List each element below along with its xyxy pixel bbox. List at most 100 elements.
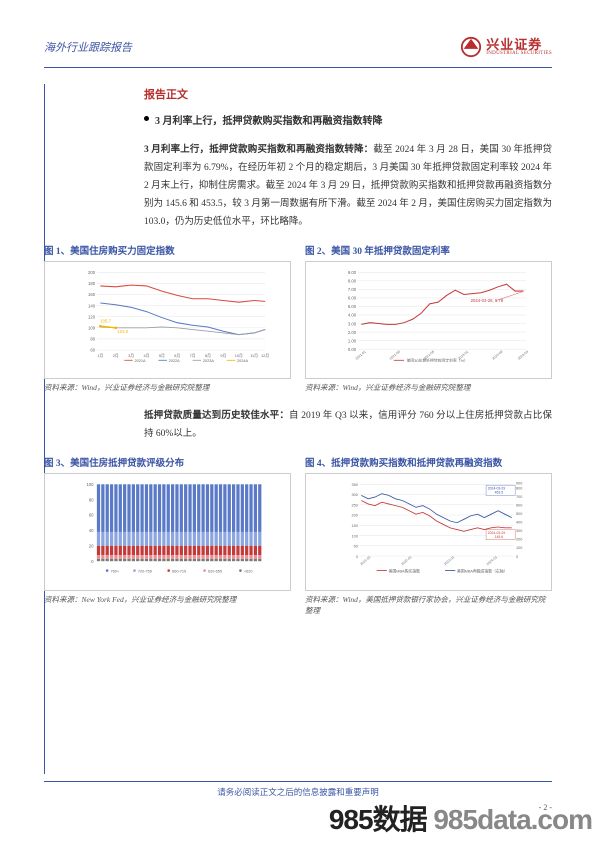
svg-text:250: 250 — [351, 504, 357, 508]
svg-text:200: 200 — [88, 270, 96, 275]
chart1-source: 资料来源：Wind，兴业证券经济与金融研究院整理 — [44, 382, 291, 393]
svg-text:2021-09: 2021-09 — [389, 350, 401, 361]
svg-text:2023A: 2023A — [203, 359, 215, 362]
svg-text:3.00: 3.00 — [348, 321, 357, 326]
svg-text:11月: 11月 — [250, 353, 258, 358]
svg-text:2023-01: 2023-01 — [443, 555, 455, 566]
svg-text:美国30年期抵押贷款固定利率（%）: 美国30年期抵押贷款固定利率（%） — [407, 358, 468, 362]
svg-text:40: 40 — [89, 528, 94, 533]
svg-text:900: 900 — [516, 482, 522, 486]
svg-text:4.00: 4.00 — [348, 313, 357, 318]
section-title: 报告正文 — [144, 86, 552, 102]
chart1-title: 图 1、美国住房购买力固定指数 — [44, 243, 291, 257]
svg-text:2022-01: 2022-01 — [400, 555, 412, 566]
svg-text:3月: 3月 — [128, 353, 134, 358]
svg-text:8月: 8月 — [205, 353, 211, 358]
svg-text:200: 200 — [516, 538, 522, 542]
svg-text:10月: 10月 — [235, 353, 243, 358]
chart2-title: 图 2、美国 30 年抵押贷款固定利率 — [305, 243, 552, 257]
svg-text:720-759: 720-759 — [138, 570, 152, 574]
bullet-text-1: 3 月利率上行，抵押贷款购买指数和再融资指数转降 — [155, 112, 383, 127]
svg-text:0: 0 — [91, 559, 94, 564]
chart-4: 图 4、抵押贷款购买指数和抵押贷款再融资指数 05010015020025030… — [305, 455, 552, 616]
chart4-title: 图 4、抵押贷款购买指数和抵押贷款再融资指数 — [305, 455, 552, 469]
svg-text:120: 120 — [88, 315, 96, 320]
svg-text:6.00: 6.00 — [348, 296, 357, 301]
svg-text:0: 0 — [356, 555, 358, 559]
para1-bold: 3 月利率上行，抵押贷款购买指数和再融资指数转降： — [144, 145, 373, 155]
footer-text: 请务必阅读正文之后的信息披露和重要声明 — [217, 787, 379, 797]
svg-text:0: 0 — [516, 555, 518, 559]
svg-text:2月: 2月 — [113, 353, 119, 358]
svg-text:2021-01: 2021-01 — [355, 350, 367, 361]
svg-text:8.00: 8.00 — [348, 279, 357, 284]
chart4-svg: 050100150200250300350 010020030040050060… — [326, 480, 547, 574]
chart-1: 图 1、美国住房购买力固定指数 6080100120140160180200 1… — [44, 243, 291, 393]
svg-text:200: 200 — [351, 514, 357, 518]
bullet-item-1: 3 月利率上行，抵押贷款购买指数和再融资指数转降 — [144, 112, 552, 127]
svg-text:2024-03-28, 6.79: 2024-03-28, 6.79 — [471, 298, 504, 303]
svg-text:12月: 12月 — [261, 353, 269, 358]
header-title: 海外行业跟踪报告 — [44, 39, 132, 55]
svg-text:2024-03-29: 2024-03-29 — [488, 487, 506, 491]
svg-text:760+: 760+ — [111, 570, 120, 574]
chart2-area: 0.001.002.003.004.005.006.007.008.009.00… — [305, 261, 552, 379]
para2-bold: 抵押贷款质量达到历史较佳水平： — [144, 411, 289, 421]
chart1-area: 6080100120140160180200 105.7 103.0 1月2月3… — [44, 261, 291, 379]
logo-cn-text: 兴业证券 — [486, 38, 552, 51]
chart-3: 图 3、美国住房抵押贷款评级分布 020406080100 760+ 720-7… — [44, 455, 291, 616]
chart4-area: 050100150200250300350 010020030040050060… — [305, 473, 552, 591]
svg-text:9.00: 9.00 — [348, 270, 357, 275]
chart-row-1: 图 1、美国住房购买力固定指数 6080100120140160180200 1… — [44, 243, 552, 393]
svg-text:20: 20 — [89, 544, 94, 549]
svg-text:6月: 6月 — [174, 353, 180, 358]
svg-text:1.00: 1.00 — [348, 339, 357, 344]
svg-text:100: 100 — [86, 482, 94, 487]
svg-text:2022A: 2022A — [169, 359, 181, 362]
svg-text:400: 400 — [516, 521, 522, 525]
watermark-a: 985数据 — [329, 804, 434, 835]
svg-text:2021-01: 2021-01 — [359, 555, 371, 566]
svg-text:350: 350 — [351, 483, 357, 487]
page-footer: 请务必阅读正文之后的信息披露和重要声明 - 2 - — [44, 781, 552, 798]
svg-text:80: 80 — [89, 498, 94, 503]
svg-text:453.5: 453.5 — [495, 491, 504, 495]
svg-text:0.00: 0.00 — [348, 347, 357, 352]
svg-text:620-659: 620-659 — [208, 570, 222, 574]
svg-text:160: 160 — [88, 292, 96, 297]
svg-text:1月: 1月 — [97, 353, 103, 358]
svg-text:500: 500 — [516, 512, 522, 516]
left-vertical-rule — [44, 84, 45, 774]
svg-text:180: 180 — [88, 281, 96, 286]
logo-icon — [460, 36, 482, 58]
watermark: 985数据 985data.com — [329, 798, 592, 838]
svg-text:5月: 5月 — [159, 353, 165, 358]
svg-text:4月: 4月 — [143, 353, 149, 358]
chart-row-2: 图 3、美国住房抵押贷款评级分布 020406080100 760+ 720-7… — [44, 455, 552, 616]
chart4-source: 资料来源：Wind，美国抵押贷款银行家协会，兴业证券经济与金融研究院整理 — [305, 594, 552, 616]
svg-text:105.7: 105.7 — [100, 319, 111, 324]
watermark-b: 985data.com — [433, 804, 592, 835]
svg-text:<620: <620 — [244, 570, 253, 574]
svg-text:60: 60 — [90, 348, 95, 353]
paragraph-2: 抵押贷款质量达到历史较佳水平：自 2019 年 Q3 以来，信用评分 760 分… — [144, 407, 552, 443]
svg-text:150: 150 — [351, 524, 357, 528]
chart3-title: 图 3、美国住房抵押贷款评级分布 — [44, 455, 291, 469]
svg-text:50: 50 — [354, 545, 358, 549]
chart3-svg: 020406080100 760+ 720-759 660-719 620-65… — [65, 480, 286, 574]
svg-text:2024-03-29: 2024-03-29 — [488, 531, 506, 535]
svg-text:100: 100 — [88, 326, 96, 331]
chart3-source: 资料来源：New York Fed，兴业证券经济与金融研究院整理 — [44, 594, 291, 605]
svg-text:美国MBA再融资指数（右轴）: 美国MBA再融资指数（右轴） — [457, 569, 507, 574]
chart1-svg: 6080100120140160180200 105.7 103.0 1月2月3… — [65, 268, 286, 362]
svg-text:2024-03: 2024-03 — [517, 350, 529, 361]
svg-text:103.0: 103.0 — [117, 329, 128, 334]
svg-text:7月: 7月 — [190, 353, 196, 358]
company-logo: 兴业证券 INDUSTRIAL SECURITIES — [460, 36, 552, 58]
svg-text:145.6: 145.6 — [495, 535, 504, 539]
svg-text:2.00: 2.00 — [348, 330, 357, 335]
svg-text:2023-09: 2023-09 — [491, 350, 503, 361]
svg-text:5.00: 5.00 — [348, 304, 357, 309]
logo-en-text: INDUSTRIAL SECURITIES — [486, 51, 552, 56]
chart2-svg: 0.001.002.003.004.005.006.007.008.009.00… — [326, 268, 547, 362]
